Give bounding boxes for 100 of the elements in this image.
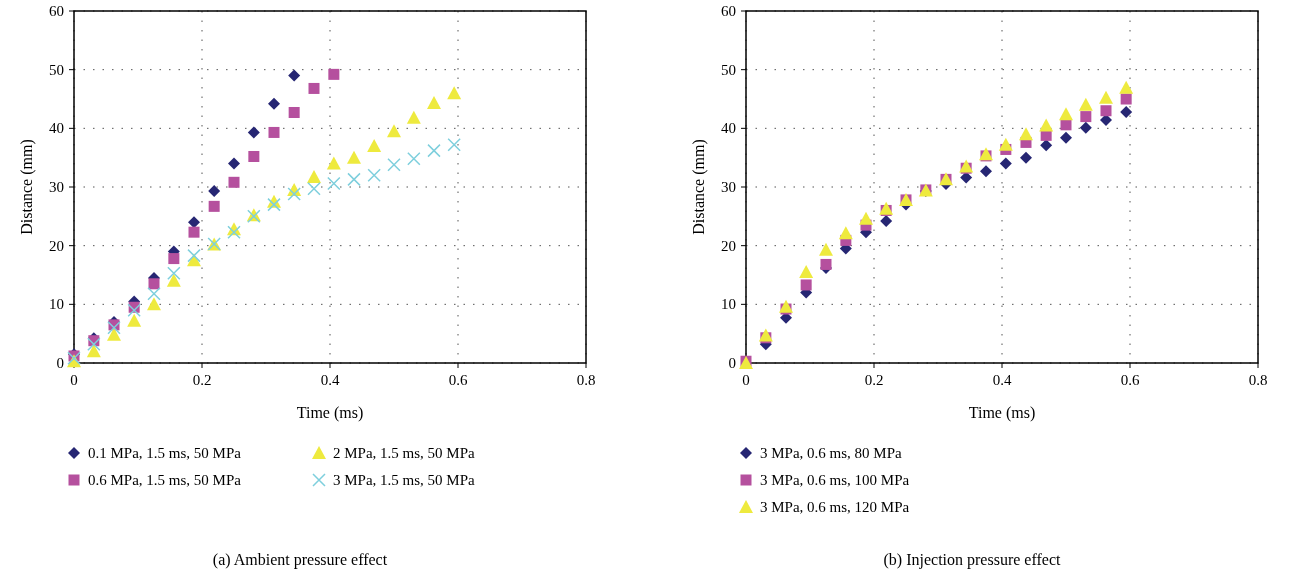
- point: [999, 157, 1012, 170]
- legend-label: 3 MPa, 0.6 ms, 80 MPa: [760, 445, 903, 461]
- point: [1019, 127, 1033, 141]
- point: [228, 157, 240, 170]
- x-tick-label: 0.4: [992, 372, 1012, 388]
- point: [1079, 121, 1092, 134]
- x-tick-label: 0.8: [576, 372, 596, 388]
- point: [187, 248, 201, 263]
- point: [107, 321, 121, 335]
- point: [427, 143, 441, 158]
- point: [820, 258, 832, 270]
- y-tick-label: 10: [721, 296, 736, 313]
- y-axis-title: Distance (mm): [18, 139, 36, 235]
- point: [1120, 105, 1133, 118]
- point: [367, 138, 382, 152]
- point: [86, 344, 101, 358]
- point: [1040, 139, 1053, 152]
- point: [447, 138, 461, 152]
- point: [1060, 119, 1072, 131]
- y-tick-label: 40: [49, 120, 64, 137]
- point: [447, 86, 462, 100]
- point: [1080, 111, 1092, 123]
- legend-label: 0.6 MPa, 1.5 ms, 50 MPa: [88, 472, 242, 488]
- x-tick-label: 0.4: [320, 372, 340, 388]
- point: [268, 97, 280, 110]
- y-axis-title: Distance (mm): [690, 139, 708, 235]
- point: [799, 265, 814, 279]
- x-tick-label: 0: [70, 372, 78, 388]
- point: [859, 211, 873, 225]
- point: [288, 106, 300, 118]
- point: [406, 110, 421, 124]
- point: [247, 126, 260, 139]
- text: (a) Ambient pressure effect: [212, 551, 388, 569]
- legend-label: 2 MPa, 1.5 ms, 50 MPa: [333, 445, 476, 461]
- point: [167, 266, 181, 280]
- y-tick-label: 50: [49, 61, 64, 78]
- point: [267, 197, 281, 212]
- point: [147, 287, 161, 301]
- point: [328, 68, 340, 80]
- x-tick-label: 0.6: [1120, 372, 1140, 388]
- point: [387, 157, 401, 172]
- y-tick-label: 50: [721, 61, 736, 78]
- y-tick-label: 30: [721, 179, 736, 195]
- x-axis-title: Time (ms): [968, 404, 1036, 422]
- text: (b) Injection pressure effect: [883, 551, 1062, 569]
- point: [127, 313, 142, 327]
- point: [347, 150, 361, 164]
- point: [1100, 105, 1112, 117]
- point: [308, 82, 320, 94]
- point: [800, 279, 812, 291]
- point: [367, 168, 381, 183]
- point: [998, 137, 1013, 151]
- point: [268, 126, 280, 138]
- point: [168, 253, 180, 265]
- y-tick-label: 30: [49, 179, 64, 195]
- point: [327, 176, 341, 191]
- point: [1059, 107, 1073, 121]
- y-tick-label: 40: [721, 120, 736, 137]
- point: [838, 226, 853, 240]
- x-tick-label: 0.2: [864, 372, 884, 388]
- y-tick-label: 20: [49, 237, 64, 254]
- point: [188, 226, 200, 238]
- y-tick-label: 60: [49, 3, 64, 19]
- point: [758, 328, 773, 342]
- point: [208, 185, 221, 198]
- point: [980, 165, 992, 178]
- point: [208, 200, 220, 212]
- y-tick-label: 20: [721, 237, 736, 254]
- legend-label: 3 MPa, 0.6 ms, 120 MPa: [760, 499, 910, 515]
- point: [407, 152, 421, 166]
- point: [1060, 131, 1072, 144]
- y-tick-label: 60: [721, 3, 736, 19]
- x-tick-label: 0.2: [192, 372, 212, 388]
- x-tick-label: 0.8: [1248, 372, 1268, 388]
- point: [166, 273, 181, 287]
- point: [107, 327, 121, 341]
- y-tick-label: 10: [49, 296, 64, 313]
- point: [147, 297, 161, 311]
- point: [127, 303, 141, 317]
- y-tick-label: 0: [728, 355, 736, 371]
- point: [427, 96, 441, 110]
- point: [387, 124, 401, 138]
- point: [307, 182, 321, 196]
- point: [1099, 90, 1113, 104]
- legend-label: 3 MPa, 0.6 ms, 100 MPa: [760, 472, 910, 488]
- point: [1119, 80, 1134, 94]
- point: [287, 187, 301, 201]
- point: [347, 172, 361, 187]
- point: [1039, 118, 1054, 132]
- point: [87, 337, 101, 351]
- point: [148, 278, 160, 290]
- point: [248, 150, 260, 162]
- point: [819, 242, 833, 256]
- x-tick-label: 0: [742, 372, 750, 388]
- point: [779, 299, 793, 313]
- point: [880, 215, 893, 228]
- point: [1120, 93, 1132, 105]
- point: [326, 156, 341, 170]
- legend-label: 3 MPa, 1.5 ms, 50 MPa: [333, 472, 476, 488]
- legend-label: 0.1 MPa, 1.5 ms, 50 MPa: [88, 445, 242, 461]
